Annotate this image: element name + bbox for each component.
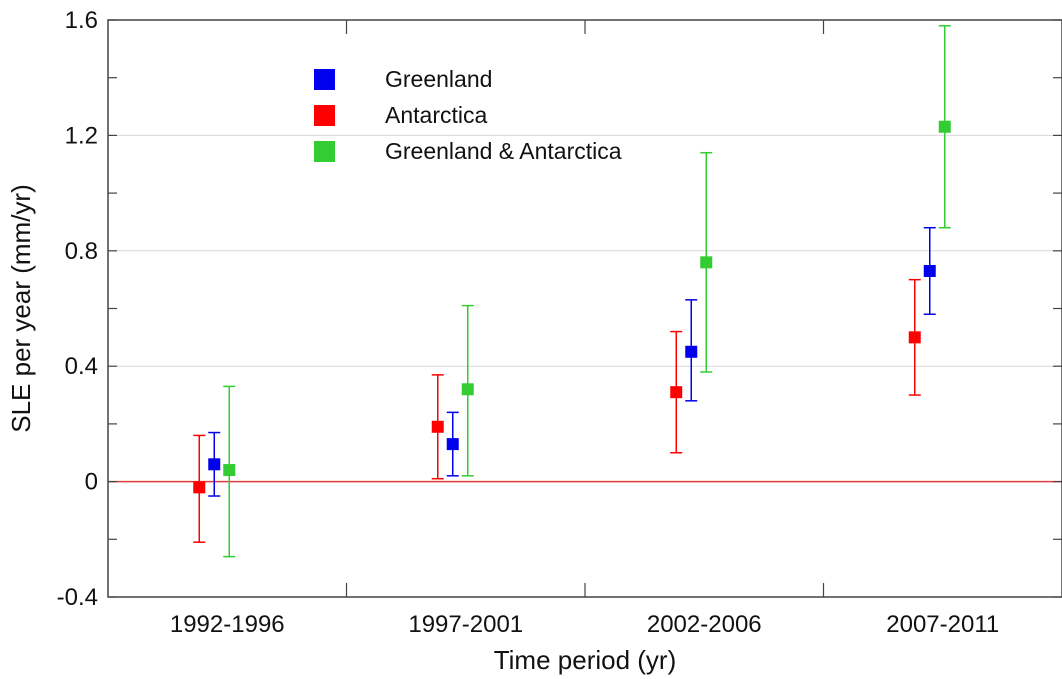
x-tick-label: 2007-2011 [886, 611, 999, 638]
data-point [208, 458, 221, 471]
data-point [700, 256, 713, 269]
series-greenland [208, 226, 936, 497]
legend-swatch [314, 105, 335, 126]
x-axis-title: Time period (yr) [494, 645, 677, 675]
series-antarctica [193, 278, 921, 543]
legend: Greenland Antarctica Greenland & Antarctic… [314, 66, 622, 164]
data-point [193, 481, 206, 494]
data-point [223, 464, 236, 477]
legend-label: Greenland [385, 66, 492, 92]
y-tick-label: 1.6 [65, 7, 98, 34]
y-tick-label: 0 [85, 469, 98, 496]
legend-label: Antarctica [385, 102, 487, 128]
data-marks [193, 25, 951, 558]
data-point [461, 383, 474, 396]
data-point [938, 120, 951, 133]
series-greenland-antarctica [223, 25, 951, 558]
legend-item: Antarctica [314, 102, 487, 128]
legend-label: Greenland & Antarctica [385, 138, 622, 164]
y-tick-label: 1.2 [65, 122, 98, 149]
x-tick-label: 2002-2006 [647, 611, 762, 638]
y-axis-title: SLE per year (mm/yr) [6, 184, 36, 433]
grid-lines [108, 134, 1062, 367]
x-tick-label: 1997-2001 [408, 611, 523, 638]
data-point [923, 264, 936, 277]
axis-ticks [108, 19, 1062, 598]
legend-swatch [314, 69, 335, 90]
legend-item: Greenland [314, 66, 492, 92]
y-tick-label: 0.8 [65, 238, 98, 265]
x-tick-label: 1992-1996 [170, 611, 285, 638]
data-point [908, 331, 921, 344]
legend-swatch [314, 141, 335, 162]
x-tick-labels: 1992-1996 1997-2001 2002-2006 2007-2011 [170, 611, 999, 638]
data-point [685, 345, 698, 358]
data-point [431, 420, 444, 433]
y-tick-label: -0.4 [57, 584, 98, 611]
y-tick-labels: -0.4 0 0.4 0.8 1.2 1.6 [57, 7, 98, 611]
plot-frame [107, 19, 1062, 598]
y-tick-label: 0.4 [65, 353, 98, 380]
data-point [446, 438, 459, 451]
legend-item: Greenland & Antarctica [314, 138, 622, 164]
data-point [670, 386, 683, 399]
